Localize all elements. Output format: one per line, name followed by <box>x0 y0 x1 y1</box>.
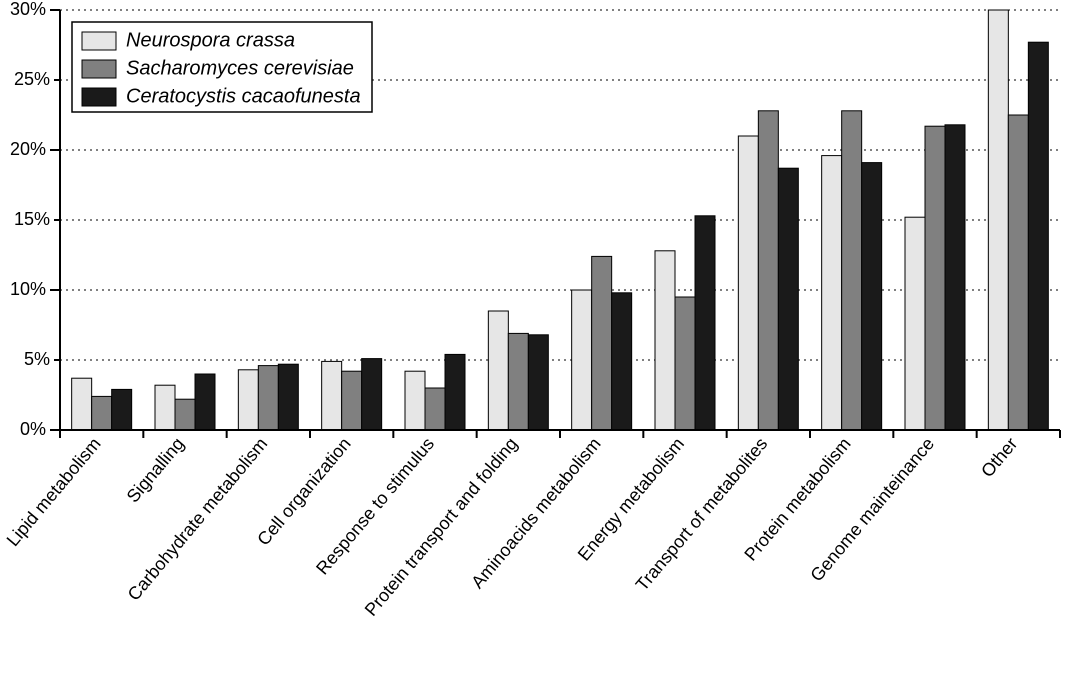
y-tick-label: 5% <box>24 349 50 369</box>
legend-label: Sacharomyces cerevisiae <box>126 57 354 79</box>
bar <box>925 126 945 430</box>
category-label: Carbohydrate metabolism <box>124 434 272 605</box>
bar <box>508 333 528 430</box>
y-tick-label: 10% <box>10 279 46 299</box>
bar <box>488 311 508 430</box>
bar <box>155 385 175 430</box>
bar <box>905 217 925 430</box>
bar <box>112 389 132 430</box>
y-tick-label: 25% <box>14 69 50 89</box>
bar <box>862 163 882 430</box>
y-tick-label: 30% <box>10 0 46 19</box>
bar <box>445 354 465 430</box>
category-label: Lipid metabolism <box>3 434 105 550</box>
category-label: Signalling <box>123 434 188 507</box>
bar <box>195 374 215 430</box>
bar <box>342 371 362 430</box>
bar <box>72 378 92 430</box>
bar <box>988 10 1008 430</box>
bar <box>572 290 592 430</box>
bar <box>822 156 842 430</box>
y-tick-label: 0% <box>20 419 46 439</box>
legend-swatch <box>82 88 116 106</box>
bar <box>425 388 445 430</box>
category-label: Protein transport and folding <box>361 434 522 620</box>
bar <box>238 370 258 430</box>
bar <box>322 361 342 430</box>
bar <box>655 251 675 430</box>
bar <box>675 297 695 430</box>
bar <box>592 256 612 430</box>
bar <box>842 111 862 430</box>
y-tick-label: 15% <box>14 209 50 229</box>
bar-chart: 0% 5% 10% 15% 20% 25% 30% Lipid metabolism Signa… <box>0 0 1071 684</box>
legend-label: Neurospora crassa <box>126 29 295 51</box>
chart-container: 0% 5% 10% 15% 20% 25% 30% Lipid metabolism Signa… <box>0 0 1071 684</box>
bar <box>695 216 715 430</box>
bar <box>362 359 382 430</box>
category-label: Other <box>977 434 1021 481</box>
bar <box>258 366 278 430</box>
bar <box>1028 42 1048 430</box>
bar <box>528 335 548 430</box>
bar <box>758 111 778 430</box>
bar <box>738 136 758 430</box>
bar <box>778 168 798 430</box>
bar <box>945 125 965 430</box>
bar <box>175 399 195 430</box>
legend-label: Ceratocystis cacaofunesta <box>126 85 361 107</box>
bar <box>278 364 298 430</box>
legend-swatch <box>82 60 116 78</box>
bar <box>405 371 425 430</box>
bar <box>612 293 632 430</box>
legend-swatch <box>82 32 116 50</box>
y-tick-label: 20% <box>10 139 46 159</box>
bar <box>1008 115 1028 430</box>
bar <box>92 396 112 430</box>
